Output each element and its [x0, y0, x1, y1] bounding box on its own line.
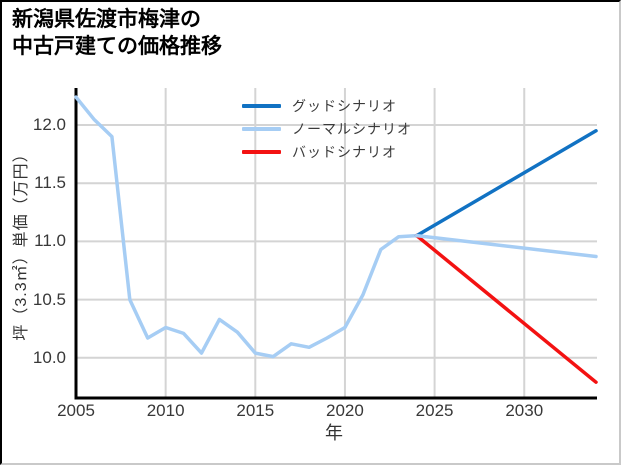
chart-title-line-1: 新潟県佐渡市梅津の [12, 8, 201, 31]
x-tick-label-2005: 2005 [57, 401, 95, 420]
x-tick-label-2030: 2030 [505, 401, 544, 420]
legend-label-good: グッドシナリオ [292, 97, 397, 114]
y-axis-label: 坪（3.3㎡）単価（万円） [13, 145, 30, 341]
legend-item-good: グッドシナリオ [242, 94, 412, 117]
y-tick-label-10.0: 10.0 [32, 347, 66, 367]
legend-line-swatch-bad [242, 149, 281, 154]
x-tick-label-2015: 2015 [236, 401, 275, 420]
chart-title: 新潟県佐渡市梅津の 中古戸建ての価格推移 [12, 6, 222, 60]
chart-title-line-2: 中古戸建ての価格推移 [12, 35, 222, 58]
legend: グッドシナリオ ノーマルシナリオ バッドシナリオ [242, 94, 412, 163]
series-line-good [414, 129, 598, 238]
legend-label-normal: ノーマルシナリオ [292, 120, 412, 137]
legend-line-swatch-normal [242, 126, 281, 131]
y-tick-label-10.5: 10.5 [32, 289, 66, 309]
series-line-normal-forecast [414, 233, 598, 259]
y-tick-label-12.0: 12.0 [32, 115, 66, 134]
x-tick-label-2010: 2010 [146, 401, 185, 420]
legend-item-bad: バッドシナリオ [242, 140, 412, 163]
legend-line-swatch-good [242, 103, 281, 108]
x-axis-label: 年 [325, 423, 343, 443]
y-tick-label-11.5: 11.5 [34, 173, 66, 193]
x-tick-label-2025: 2025 [415, 401, 454, 420]
series-line-history [74, 95, 419, 359]
series-line-bad [414, 233, 598, 384]
y-tick-label-11.0: 11.0 [34, 231, 66, 251]
legend-label-bad: バッドシナリオ [292, 143, 397, 160]
legend-item-normal: ノーマルシナリオ [242, 117, 412, 140]
x-tick-label-2020: 2020 [326, 401, 364, 420]
